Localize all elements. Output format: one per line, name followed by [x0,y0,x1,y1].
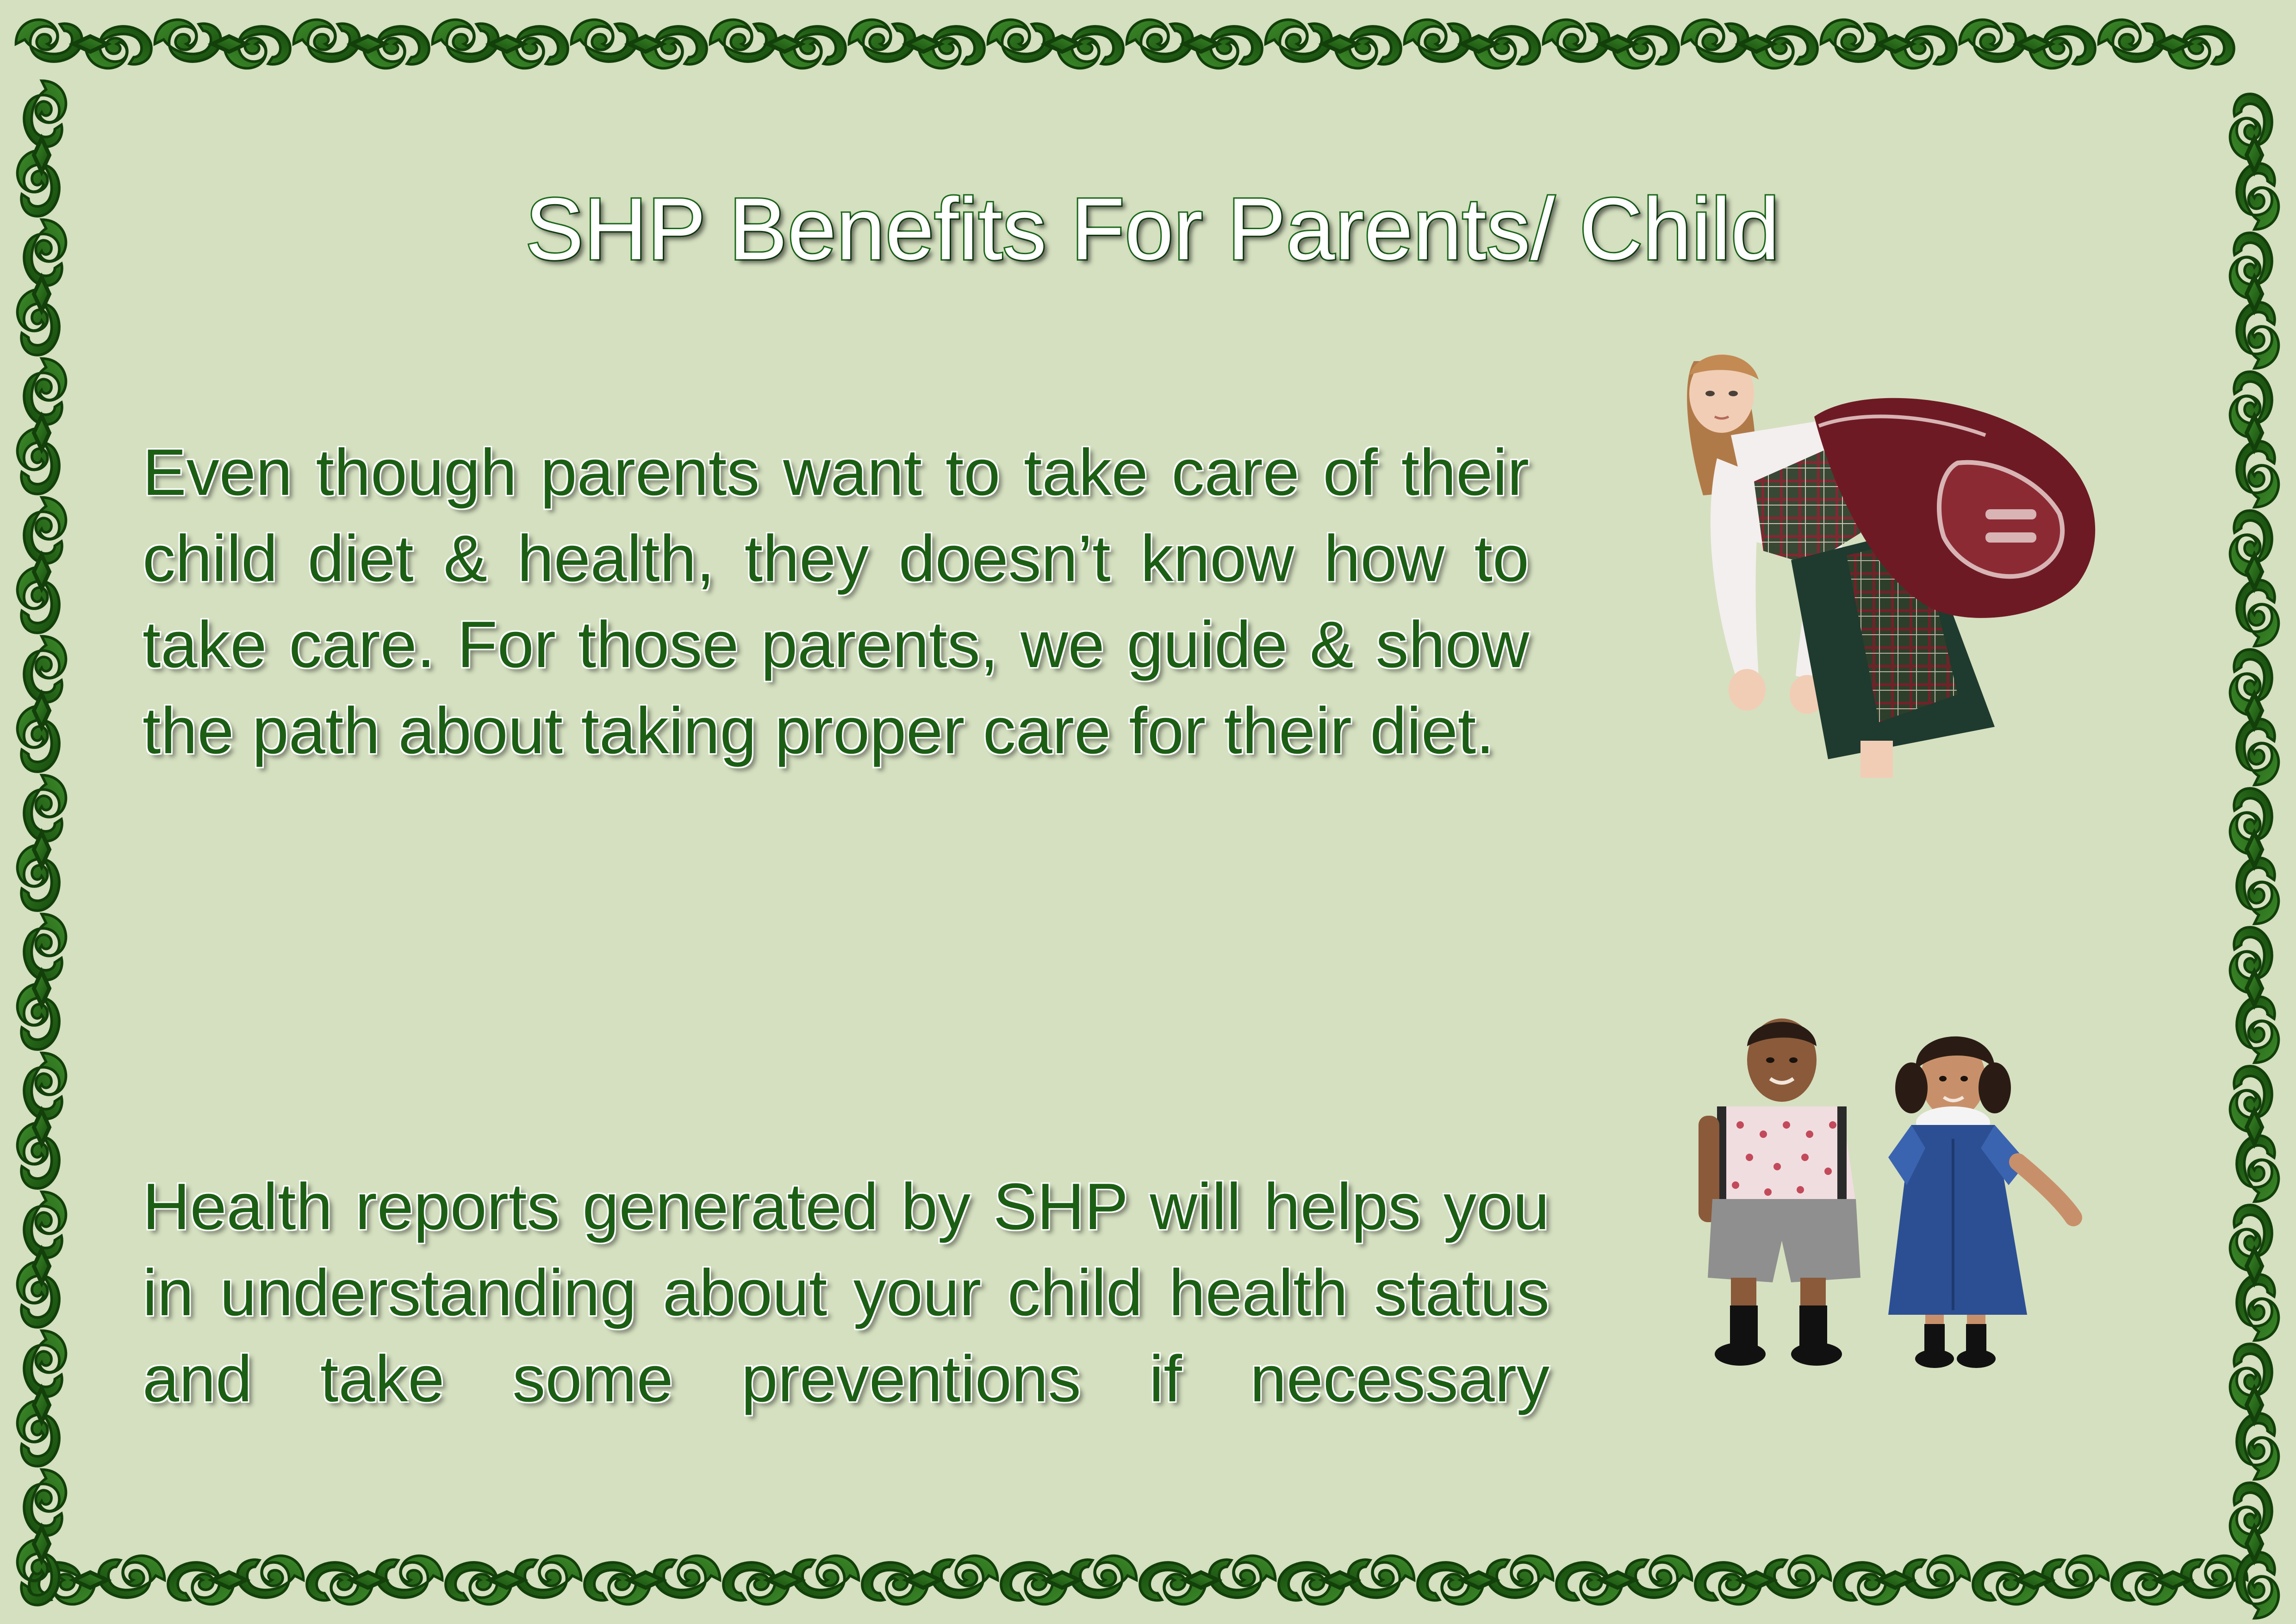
paragraph-health-reports: Health reports generated by SHP will hel… [143,1170,1549,1416]
page-title: SHP Benefits For Parents/ Child [524,179,1781,280]
schoolgirl-with-backpack-illustration [1687,354,2096,778]
school-boy-and-girl-illustration [1699,1018,2082,1368]
paragraph-parents-guidance: Even though parents want to take care of… [143,436,1529,768]
